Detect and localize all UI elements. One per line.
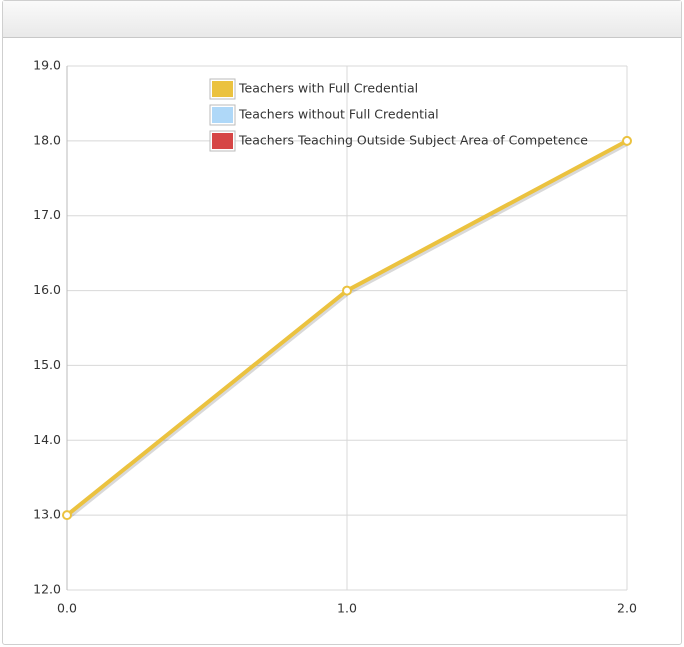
legend-label: Teachers Teaching Outside Subject Area o… bbox=[238, 133, 588, 148]
point bbox=[342, 285, 352, 296]
y-tick-label: 19.0 bbox=[33, 58, 61, 73]
legend-swatch bbox=[212, 107, 233, 123]
x-tick-label: 1.0 bbox=[337, 601, 357, 616]
y-tick-label: 14.0 bbox=[33, 432, 61, 447]
panel-header bbox=[3, 1, 681, 38]
line-shadow bbox=[66, 140, 630, 520]
y-tick-label: 18.0 bbox=[33, 132, 61, 147]
x-tick-label: 2.0 bbox=[617, 601, 637, 616]
legend-swatch bbox=[212, 133, 233, 149]
legend-label: Teachers without Full Credential bbox=[238, 107, 439, 122]
y-tick-label: 13.0 bbox=[33, 507, 61, 522]
x-tick-label: 0.0 bbox=[57, 601, 77, 616]
y-tick-label: 16.0 bbox=[33, 282, 61, 297]
y-tick-label: 12.0 bbox=[33, 582, 61, 597]
y-tick-label: 17.0 bbox=[33, 207, 61, 222]
point bbox=[62, 510, 72, 521]
legend-label: Teachers with Full Credential bbox=[238, 81, 418, 96]
legend-swatch bbox=[212, 81, 233, 97]
point bbox=[622, 135, 632, 146]
y-tick-label: 15.0 bbox=[33, 357, 61, 372]
